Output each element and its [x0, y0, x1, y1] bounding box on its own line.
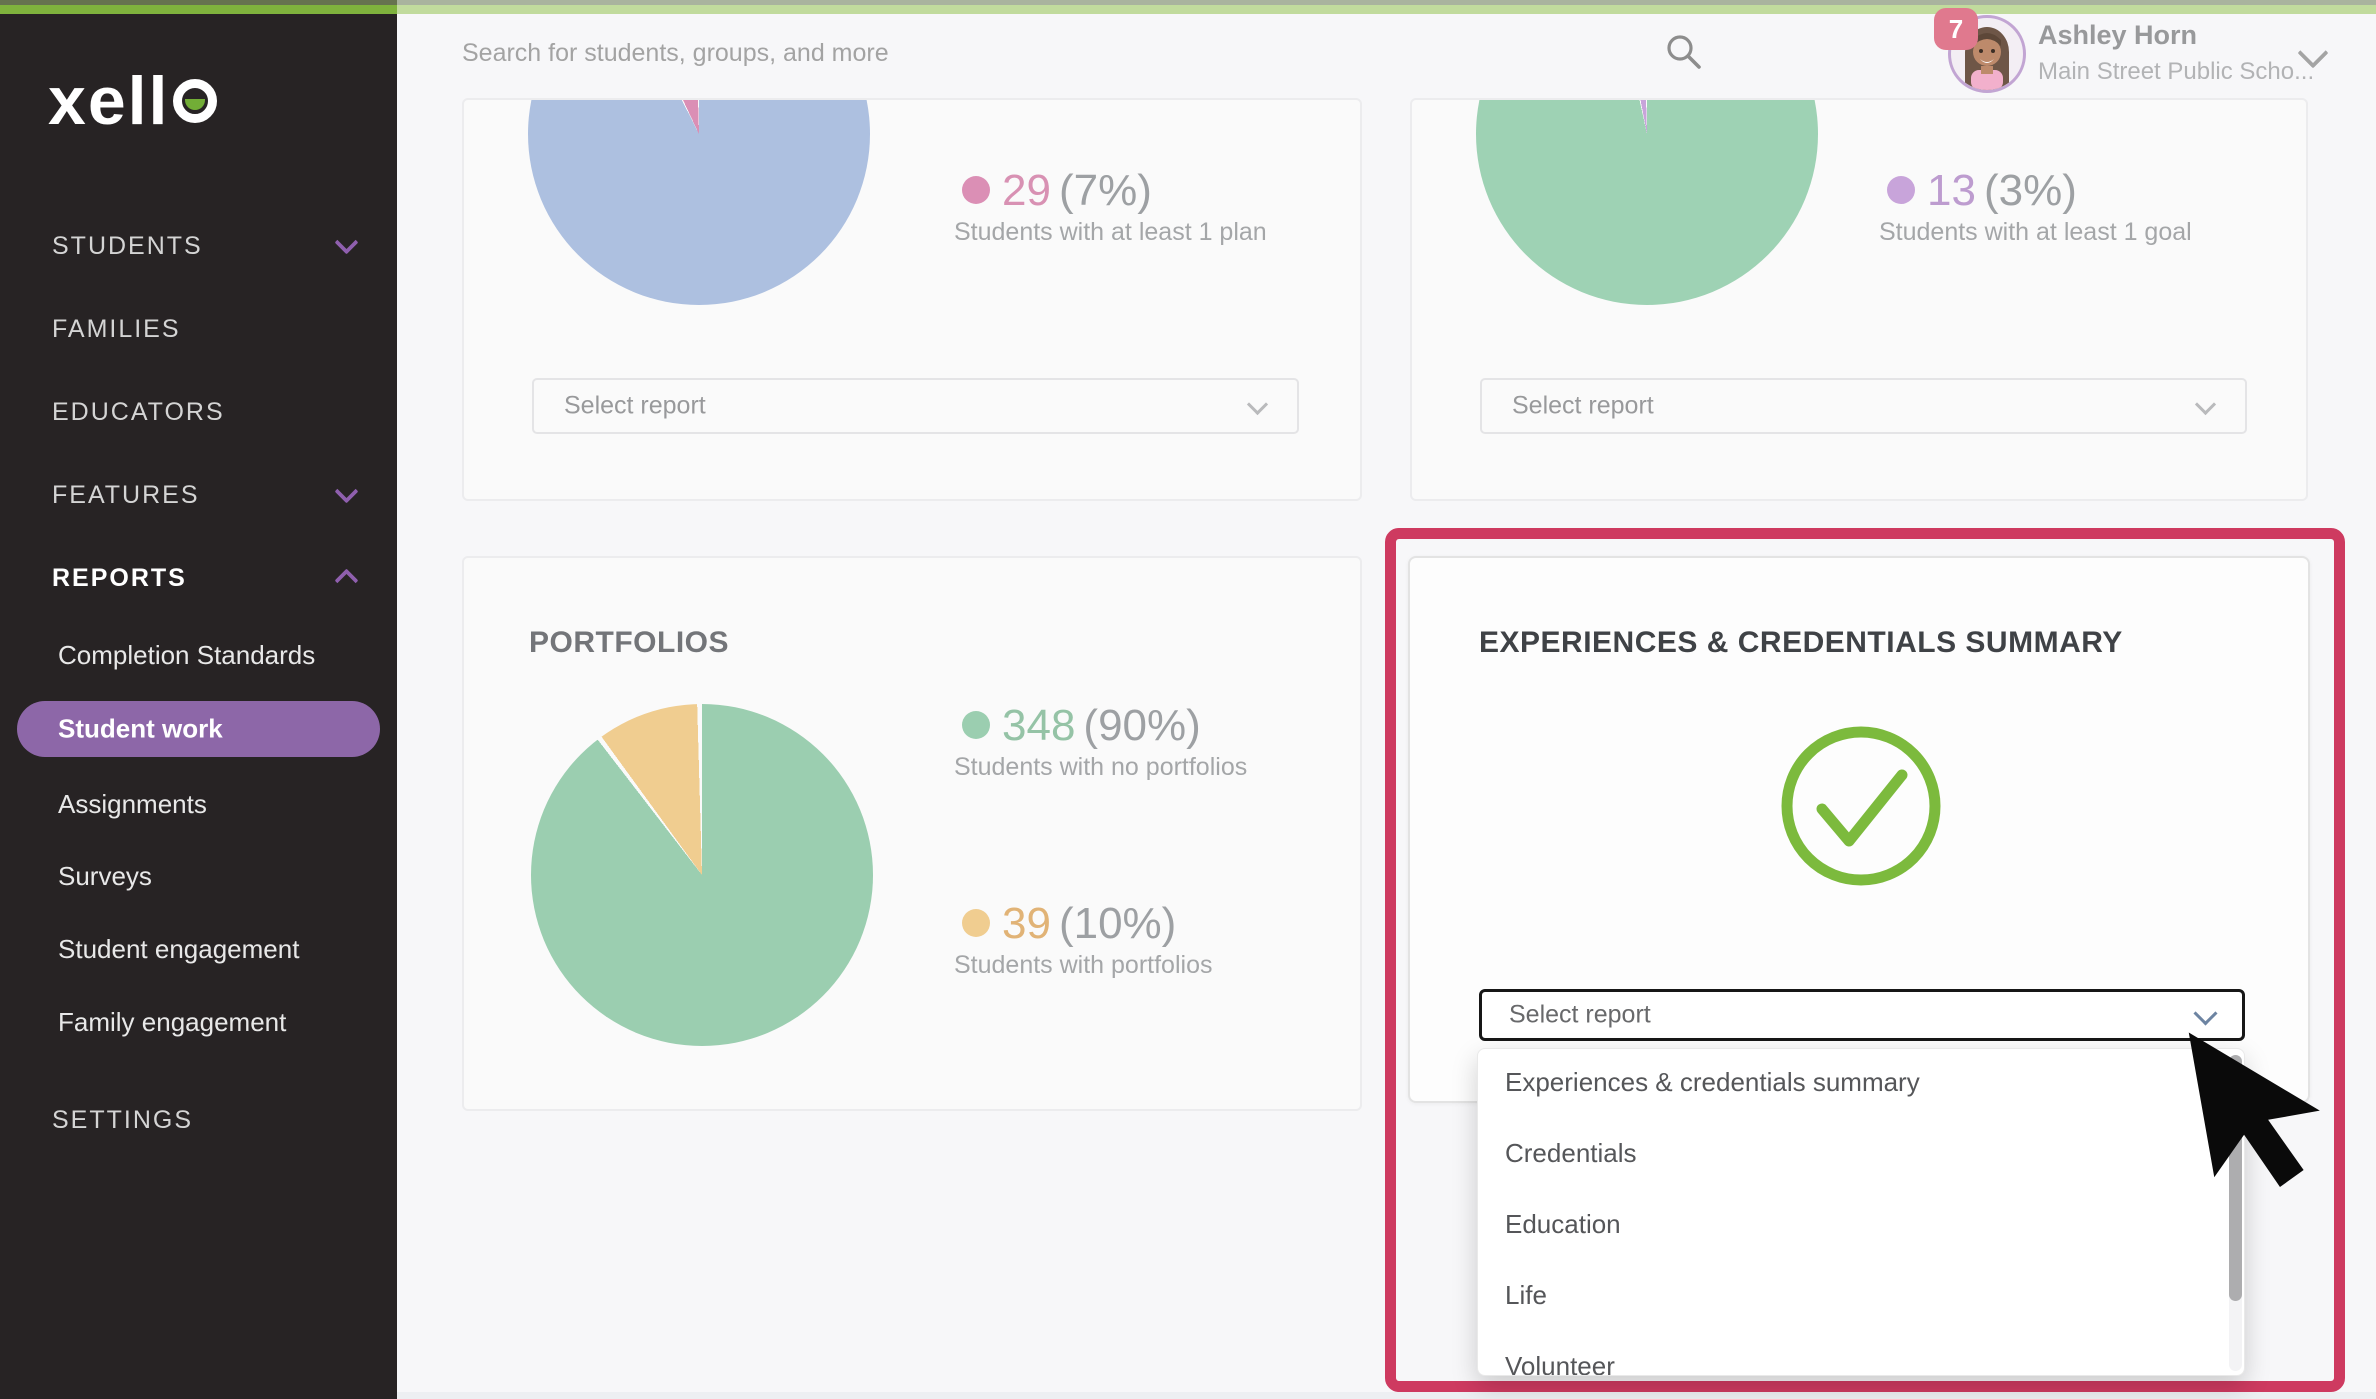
sidebar-item-reports[interactable]: REPORTS	[52, 564, 187, 592]
user-name[interactable]: Ashley Horn	[2038, 20, 2198, 50]
goals-legend-value: 13 (3%)	[1927, 166, 2077, 215]
goals-card: 13 (3%) Students with at least 1 goal Sel…	[1410, 98, 2308, 501]
sidebar-item-student-engagement[interactable]: Student engagement	[58, 934, 300, 964]
user-organization: Main Street Public Scho...	[2038, 58, 2315, 85]
sidebar-item-settings[interactable]: SETTINGS	[52, 1106, 194, 1134]
sidebar-item-surveys[interactable]: Surveys	[58, 861, 152, 891]
chevron-down-icon	[2194, 393, 2217, 416]
sidebar-item-completion-standards[interactable]: Completion Standards	[58, 640, 316, 670]
legend-dot	[962, 909, 990, 937]
chevron-down-icon	[2193, 1001, 2218, 1026]
xello-logo[interactable]: xell	[48, 62, 218, 140]
plans-pie-chart	[528, 100, 870, 305]
goals-legend-label: Students with at least 1 goal	[1879, 218, 2192, 246]
sidebar-item-family-engagement[interactable]: Family engagement	[58, 1007, 287, 1037]
experiences-credentials-title: EXPERIENCES & CREDENTIALS SUMMARY	[1479, 626, 2123, 659]
plans-card: 29 (7%) Students with at least 1 plan Sel…	[462, 98, 1362, 501]
plans-legend-value: 29 (7%)	[1002, 166, 1152, 215]
sidebar-item-educators[interactable]: EDUCATORS	[52, 398, 225, 426]
plans-legend-label: Students with at least 1 plan	[954, 218, 1267, 246]
portfolios-title: PORTFOLIOS	[529, 626, 729, 659]
experiences-select-report[interactable]: Select report	[1479, 989, 2245, 1041]
goals-select-report[interactable]: Select report	[1480, 378, 2247, 434]
dropdown-option-credentials[interactable]: Credentials	[1505, 1138, 1637, 1168]
portfolios-legend-label-2: Students with portfolios	[954, 951, 1213, 979]
sidebar-item-features[interactable]: FEATURES	[52, 481, 200, 509]
chevron-down-icon	[1246, 393, 1269, 416]
dropdown-option-experiences-summary[interactable]: Experiences & credentials summary	[1505, 1067, 1920, 1097]
dropdown-option-life[interactable]: Life	[1505, 1280, 1547, 1310]
portfolios-legend-label-1: Students with no portfolios	[954, 753, 1248, 781]
dropdown-scrollbar-thumb[interactable]	[2229, 1055, 2242, 1301]
dropdown-option-education[interactable]: Education	[1505, 1209, 1621, 1239]
logo-text: xell	[48, 63, 170, 139]
sidebar: xell STUDENTS FAMILIES EDUCATORS FEATURE…	[0, 14, 397, 1399]
portfolios-legend-value-2: 39 (10%)	[1002, 899, 1177, 948]
legend-dot	[1887, 176, 1915, 204]
dropdown-option-volunteer[interactable]: Volunteer	[1505, 1351, 1615, 1376]
experiences-credentials-card: EXPERIENCES & CREDENTIALS SUMMARY Select…	[1408, 556, 2310, 1103]
sidebar-item-assignments[interactable]: Assignments	[58, 789, 207, 819]
logo-o-icon	[173, 79, 218, 123]
top-accent-strip-green	[0, 5, 397, 14]
sidebar-item-students[interactable]: STUDENTS	[52, 232, 203, 260]
page-bottom-strip	[397, 1392, 2376, 1399]
success-check-icon	[1776, 721, 1946, 896]
sidebar-item-student-work-active[interactable]: Student work	[17, 701, 380, 757]
top-accent-strip	[397, 0, 2376, 5]
avatar-illustration	[1965, 27, 2009, 90]
portfolios-legend-value-1: 348 (90%)	[1002, 701, 1201, 750]
portfolios-pie-chart	[531, 704, 873, 1046]
search-icon[interactable]	[1664, 32, 1704, 72]
top-accent-strip	[0, 0, 397, 5]
legend-dot	[962, 176, 990, 204]
report-dropdown-options: Experiences & credentials summary Creden…	[1478, 1049, 2244, 1376]
notification-badge[interactable]: 7	[1934, 8, 1978, 50]
portfolios-card: PORTFOLIOS 348 (90%) Students with no por…	[462, 556, 1362, 1111]
legend-dot	[962, 711, 990, 739]
plans-select-report[interactable]: Select report	[532, 378, 1299, 434]
top-accent-strip-green	[397, 5, 2376, 14]
report-dropdown-menu: Experiences & credentials summary Creden…	[1477, 1048, 2245, 1376]
goals-pie-chart	[1476, 100, 1818, 305]
sidebar-item-families[interactable]: FAMILIES	[52, 315, 181, 343]
search-input[interactable]	[462, 30, 1612, 76]
